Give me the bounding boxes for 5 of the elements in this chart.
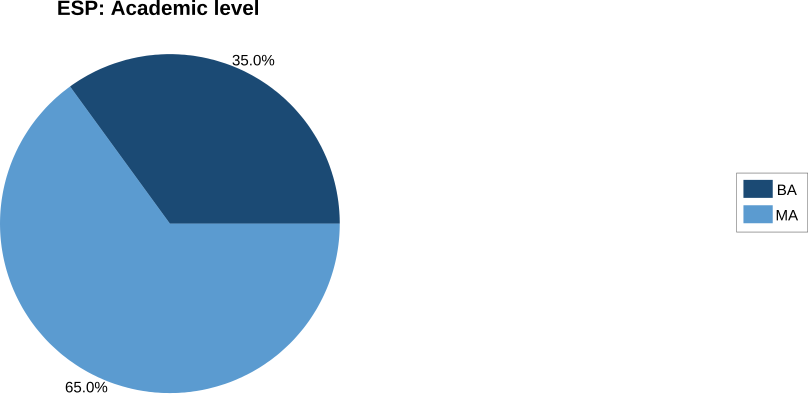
legend-label: MA: [776, 210, 798, 221]
data-label: 35.0%: [232, 54, 274, 66]
chart-title: ESP: Academic level: [58, 0, 258, 16]
data-label: 65.0%: [66, 382, 108, 393]
legend-label: BA: [778, 184, 797, 196]
